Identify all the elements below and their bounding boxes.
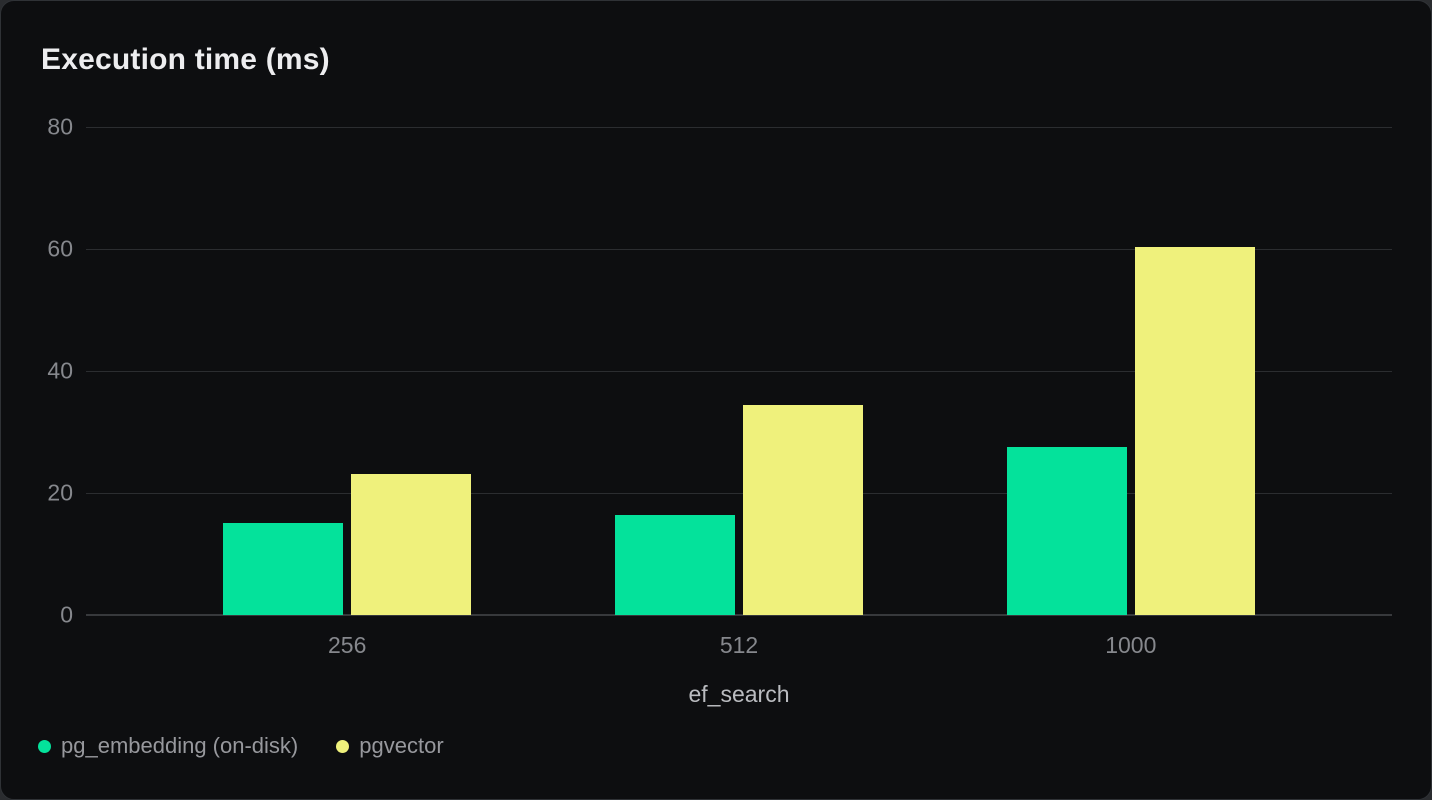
y-tick-label-80: 80 (47, 113, 73, 140)
bar-pg-embedding-on-disk-1000 (1006, 446, 1127, 615)
gridline-y80 (86, 127, 1392, 128)
bar-group-1000 (1006, 246, 1255, 615)
legend-label: pg_embedding (on-disk) (61, 733, 299, 758)
x-axis-label: ef_search (688, 681, 790, 707)
x-tick-label-512: 512 (719, 632, 759, 658)
y-tick-label-0: 0 (60, 601, 73, 628)
bar-group-256 (223, 474, 472, 615)
legend-dot-icon (336, 739, 350, 753)
x-tick-label-256: 256 (328, 632, 367, 658)
legend-dot-icon (38, 739, 51, 753)
plot-area: ef_search 256 512 1000 (86, 127, 1392, 707)
bar-group-512 (615, 404, 863, 615)
legend: pg_embedding (on-disk) pgvector (38, 733, 444, 759)
legend-item-pgvector: pgvector (336, 733, 444, 759)
chart-title: Execution time (ms) (41, 43, 330, 76)
bar-pgvector-256 (351, 474, 472, 615)
bar-pgvector-1000 (1134, 246, 1255, 615)
y-tick-label-20: 20 (47, 479, 73, 506)
gridline-y60 (86, 249, 1392, 250)
bar-pg-embedding-on-disk-256 (223, 522, 344, 615)
x-axis-line (86, 614, 1392, 616)
bar-pgvector-512 (743, 404, 863, 615)
gridline-y20 (86, 493, 1392, 494)
x-tick-label-1000: 1000 (1105, 632, 1157, 658)
legend-item-pg-embedding-on-disk: pg_embedding (on-disk) (38, 733, 298, 759)
y-tick-label-40: 40 (47, 357, 73, 384)
y-axis: 0 20 40 60 80 (1, 115, 73, 626)
y-tick-label-60: 60 (47, 235, 73, 262)
bar-pg-embedding-on-disk-512 (615, 514, 735, 615)
gridline-y40 (86, 371, 1392, 372)
legend-label: pgvector (359, 733, 444, 758)
